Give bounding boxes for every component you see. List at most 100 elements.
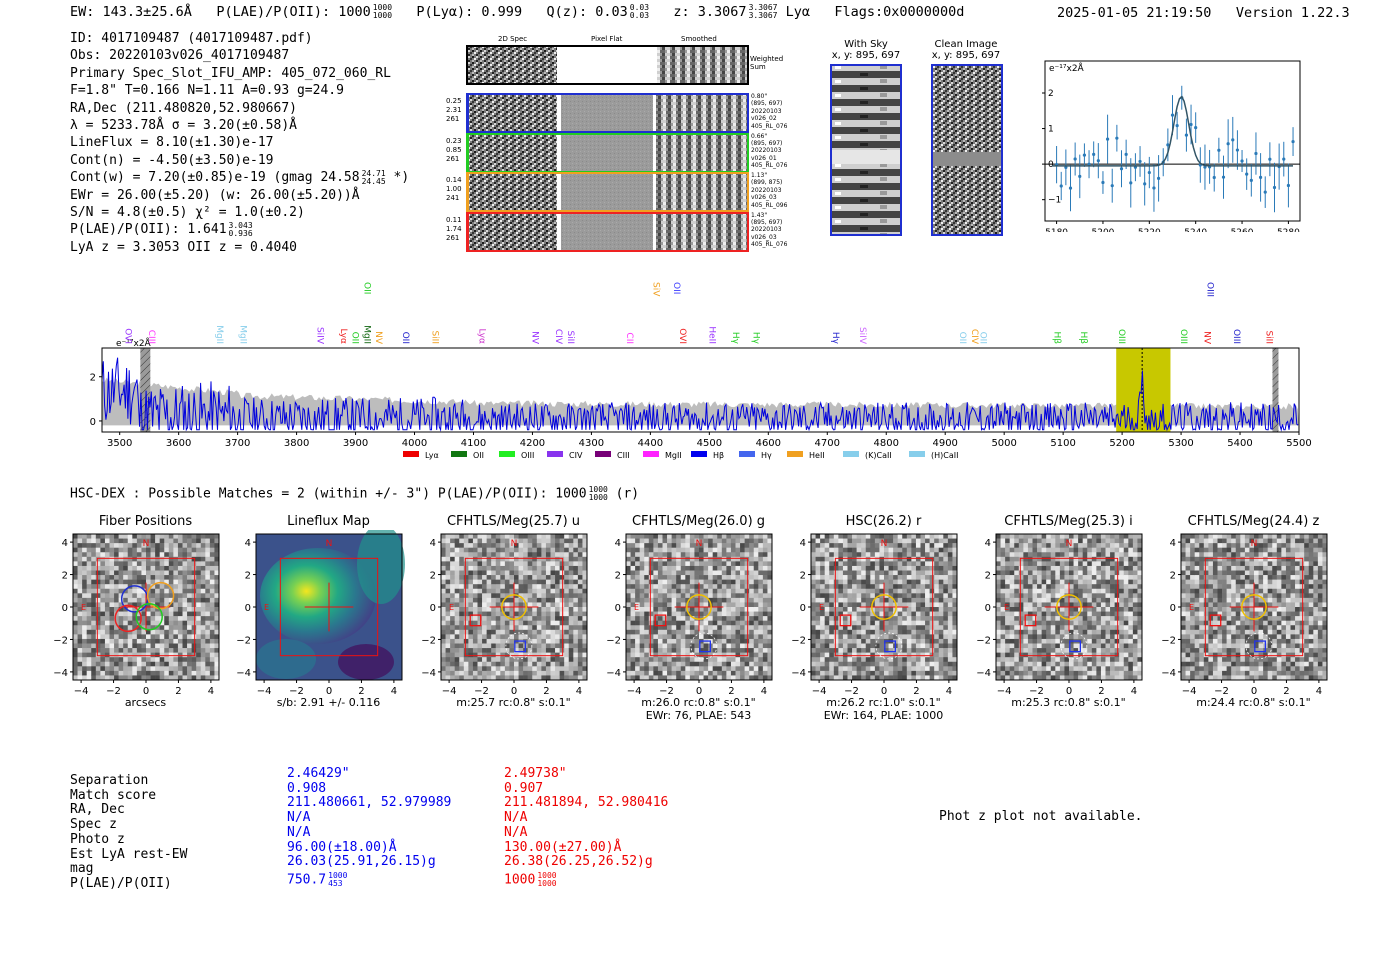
spectrum-xtick: 4300 bbox=[579, 438, 604, 449]
zoom-data-point bbox=[1119, 167, 1124, 171]
hsc-ytick: 2 bbox=[245, 571, 251, 582]
north-label: N bbox=[881, 539, 888, 549]
legend-label: OIII bbox=[521, 451, 534, 460]
zoom-data-point bbox=[1263, 190, 1267, 194]
svg-text:NV: NV bbox=[530, 331, 540, 345]
hsc-xtick: −4 bbox=[74, 686, 89, 697]
zoom-line-plot: e⁻¹⁷x2Å 2 1 0 −1 5180 5200 5220 5240 5260 5280 bbox=[1042, 60, 1301, 232]
emission-line-label: SiII bbox=[429, 330, 439, 344]
hsc-ytick: −4 bbox=[976, 668, 991, 679]
header-timestamp: 2025-01-05 21:19:50 bbox=[1057, 5, 1212, 21]
zoom-data-point bbox=[1268, 157, 1272, 161]
emission-line-label: MgII bbox=[361, 325, 371, 344]
zoom-data-point bbox=[1110, 184, 1114, 188]
east-label: E bbox=[1004, 603, 1009, 612]
hsc-xtick: 0 bbox=[511, 686, 517, 697]
hsc-panel-caption: m:26.0 rc:0.8" s:0.1" EWr: 76, PLAE: 543 bbox=[641, 696, 756, 722]
spectrum-xtick: 4800 bbox=[874, 438, 899, 449]
hsc-ytick: −2 bbox=[606, 635, 621, 646]
match-blue-value: 2.46429" bbox=[287, 766, 350, 781]
hsc-xtick: −2 bbox=[1214, 686, 1229, 697]
hsc-xtick: 4 bbox=[576, 686, 582, 697]
hsc-panel-caption: arcsecs bbox=[124, 696, 167, 709]
svg-text:OII: OII bbox=[957, 332, 967, 344]
legend-label: CIV bbox=[569, 451, 583, 460]
east-label: E bbox=[819, 603, 824, 612]
spectrum-xtick: 5500 bbox=[1286, 438, 1311, 449]
spectrum-frame bbox=[101, 347, 1300, 433]
hsc-title: HSC-DEX : Possible Matches = 2 (within +… bbox=[70, 485, 640, 502]
hsc-panel-image: N E 4 2 0 −2 −4 −4 −2 0 2 4 bbox=[976, 533, 1143, 697]
emission-line-label: SiIV bbox=[314, 327, 324, 345]
header-flags: Flags:0x0000000d bbox=[834, 4, 965, 20]
emission-line-label: NV bbox=[1202, 331, 1212, 345]
emission-line-label: SiIV bbox=[857, 327, 867, 345]
svg-text:OIII: OIII bbox=[1116, 329, 1126, 344]
hsc-ytick: −4 bbox=[53, 668, 68, 679]
zoom-xtick: 5200 bbox=[1092, 228, 1115, 232]
match-row-label: Spec z bbox=[70, 817, 117, 833]
svg-text:CII: CII bbox=[624, 332, 634, 344]
emission-line-label: NV bbox=[373, 331, 383, 345]
hsc-panel-title: CFHTLS/Meg(25.3) i bbox=[1004, 514, 1133, 529]
legend-label: CIII bbox=[617, 451, 630, 460]
hsc-xtick: 4 bbox=[391, 686, 397, 697]
north-label: N bbox=[326, 539, 333, 549]
clean-image-title: Clean Image x, y: 895, 697 bbox=[931, 39, 1001, 61]
svg-text:Hγ: Hγ bbox=[830, 332, 840, 345]
match-red-value: N/A bbox=[504, 810, 528, 826]
header-version: Version 1.22.3 bbox=[1235, 5, 1350, 21]
hsc-panel-title: Lineflux Map bbox=[287, 514, 370, 529]
info-params: F=1.8" T=0.166 N=1.11 A=0.93 g=24.9 bbox=[70, 83, 344, 99]
east-label: E bbox=[264, 603, 269, 612]
info-lambda: λ = 5233.78Å σ = 3.20(±0.58)Å bbox=[70, 118, 297, 134]
zoom-data-point bbox=[1138, 159, 1142, 164]
zoom-data-point bbox=[1166, 143, 1170, 147]
hsc-ytick: 4 bbox=[985, 538, 991, 549]
emission-line-label: OIII bbox=[1231, 329, 1241, 344]
hsc-xtick: 4 bbox=[761, 686, 767, 697]
zoom-data-point bbox=[1282, 157, 1286, 161]
spectrum-xtick: 5400 bbox=[1227, 438, 1252, 449]
match-blue-value: 26.03(25.91,26.15)g bbox=[287, 854, 436, 870]
hsc-panel-title: CFHTLS/Meg(25.7) u bbox=[446, 514, 581, 529]
zoom-ytick: −1 bbox=[1048, 196, 1061, 206]
svg-text:OIII: OIII bbox=[1178, 329, 1188, 344]
zoom-data-point bbox=[1101, 180, 1105, 185]
hsc-xtick: 4 bbox=[946, 686, 952, 697]
svg-text:OVI: OVI bbox=[123, 328, 133, 344]
hsc-xtick: −4 bbox=[627, 686, 642, 697]
hsc-xtick: −2 bbox=[474, 686, 489, 697]
spectrum-xtick: 4100 bbox=[461, 438, 486, 449]
detection-info: ID: 4017109487 (4017109487.pdf) Obs: 202… bbox=[70, 30, 409, 256]
hsc-panel-caption: m:26.2 rc:1.0" s:0.1" EWr: 164, PLAE: 100… bbox=[823, 696, 944, 722]
legend-swatch bbox=[547, 451, 563, 457]
svg-text:SiIV: SiIV bbox=[857, 327, 867, 345]
zoom-data-point bbox=[1129, 181, 1133, 185]
spectrum-xtick: 5000 bbox=[991, 438, 1016, 449]
hsc-ytick: 0 bbox=[615, 603, 621, 614]
clean-image bbox=[931, 64, 1003, 236]
hsc-panel-image: N E 4 2 0 −2 −4 −4 −2 0 2 4 bbox=[791, 533, 958, 697]
spectrum-xtick: 3900 bbox=[343, 438, 368, 449]
hsc-panel-title: Fiber Positions bbox=[98, 514, 193, 529]
spectrum-xtick: 4400 bbox=[638, 438, 663, 449]
zoom-data-point bbox=[1143, 182, 1147, 186]
svg-text:OII: OII bbox=[400, 332, 410, 344]
info-lyaz: LyA z = 3.3053 OII z = 0.4040 bbox=[70, 239, 297, 255]
hsc-ytick: 4 bbox=[615, 538, 621, 549]
info-sn: S/N = 4.8(±0.5) χ² = 1.0(±0.2) bbox=[70, 205, 305, 221]
zoom-data-point bbox=[1217, 148, 1221, 152]
legend-label: OII bbox=[473, 451, 484, 460]
zoom-data-point bbox=[1068, 186, 1073, 190]
hsc-ytick: 0 bbox=[430, 603, 436, 614]
hsc-ytick: −2 bbox=[976, 635, 991, 646]
legend-swatch bbox=[451, 451, 467, 457]
spectrum-flux-line bbox=[101, 357, 1299, 432]
match-row-label: Separation bbox=[70, 773, 149, 788]
zoom-data-point bbox=[1194, 126, 1198, 130]
zoom-data-point bbox=[1170, 113, 1175, 117]
emission-line-label: NV bbox=[530, 331, 540, 345]
hsc-ytick: −4 bbox=[791, 668, 806, 679]
east-label: E bbox=[634, 603, 639, 612]
